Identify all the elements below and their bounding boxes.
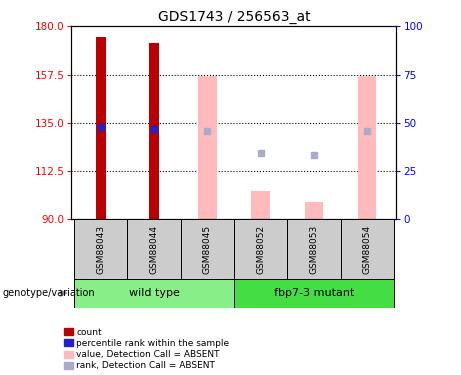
Legend: count, percentile rank within the sample, value, Detection Call = ABSENT, rank, : count, percentile rank within the sample…: [65, 328, 229, 370]
Bar: [251, 192, 270, 219]
Bar: [305, 202, 323, 219]
Bar: [287, 219, 341, 279]
Bar: [127, 219, 181, 279]
Bar: [234, 219, 287, 279]
Bar: [96, 37, 106, 219]
Bar: [341, 219, 394, 279]
Text: genotype/variation: genotype/variation: [2, 288, 95, 298]
Bar: [358, 76, 377, 219]
Text: GSM88054: GSM88054: [363, 225, 372, 274]
Title: GDS1743 / 256563_at: GDS1743 / 256563_at: [158, 10, 310, 24]
Text: GSM88044: GSM88044: [149, 225, 159, 274]
Bar: [74, 279, 234, 308]
Text: fbp7-3 mutant: fbp7-3 mutant: [274, 288, 354, 298]
Bar: [198, 76, 217, 219]
Text: GSM88052: GSM88052: [256, 225, 265, 274]
Bar: [74, 219, 127, 279]
Bar: [181, 219, 234, 279]
Text: GSM88045: GSM88045: [203, 225, 212, 274]
Bar: [149, 44, 159, 219]
Text: GSM88053: GSM88053: [309, 225, 319, 274]
Text: wild type: wild type: [129, 288, 179, 298]
Text: GSM88043: GSM88043: [96, 225, 105, 274]
Bar: [234, 279, 394, 308]
